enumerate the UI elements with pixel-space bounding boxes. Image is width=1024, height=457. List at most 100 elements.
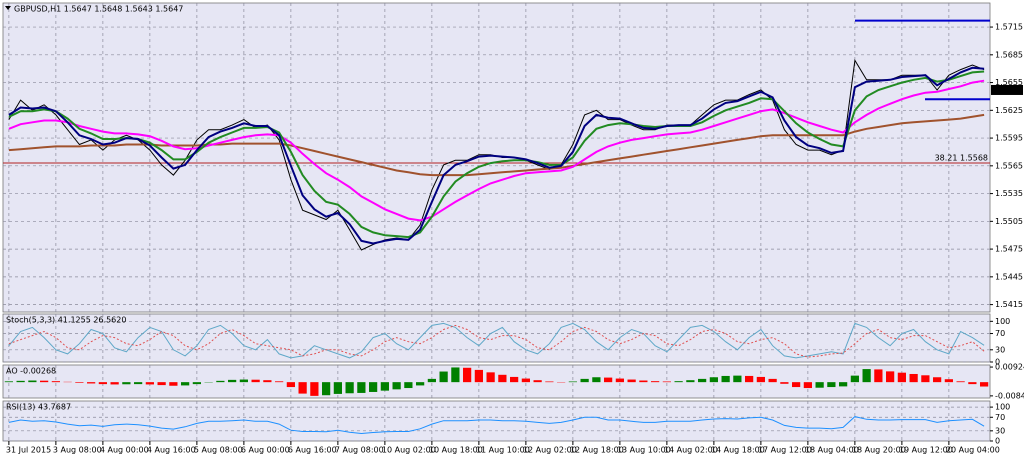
bar bbox=[392, 382, 401, 390]
bar bbox=[486, 372, 495, 383]
bar bbox=[169, 382, 178, 386]
series-line bbox=[8, 322, 985, 359]
bar bbox=[733, 375, 742, 383]
y-tick-label: 70 bbox=[995, 413, 1005, 422]
x-tick-label: 12 Aug 18:00 bbox=[570, 446, 624, 455]
bar bbox=[369, 382, 378, 392]
bar bbox=[968, 382, 977, 385]
x-tick-label: 10 Aug 18:00 bbox=[429, 446, 483, 455]
y-tick-label: 1.5415 bbox=[995, 300, 1023, 309]
bar bbox=[216, 380, 225, 383]
y-tick-label: 1.5475 bbox=[995, 245, 1023, 254]
bar bbox=[662, 381, 671, 383]
bar bbox=[510, 376, 519, 383]
bar bbox=[416, 382, 425, 386]
bar bbox=[474, 369, 483, 383]
bar bbox=[803, 382, 812, 389]
x-tick-label: 7 Aug 08:00 bbox=[335, 446, 384, 455]
panel-title: GBPUSD,H1 1.5647 1.5648 1.5643 1.5647 bbox=[14, 5, 183, 14]
x-tick-label: 14 Aug 02:00 bbox=[664, 446, 718, 455]
bar bbox=[768, 378, 777, 383]
bar bbox=[16, 380, 25, 383]
x-tick-label: 6 Aug 00:00 bbox=[241, 446, 290, 455]
series-line bbox=[8, 66, 985, 245]
series-line bbox=[8, 416, 985, 435]
bar bbox=[157, 382, 166, 386]
bar bbox=[933, 377, 942, 383]
bar bbox=[815, 382, 824, 388]
y-tick-label: 100 bbox=[995, 317, 1010, 326]
x-tick-label: 5 Aug 08:00 bbox=[194, 446, 243, 455]
bar bbox=[709, 377, 718, 383]
bar bbox=[75, 382, 84, 383]
y-tick-label: 0 bbox=[995, 437, 1000, 446]
x-tick-label: 3 Aug 08:00 bbox=[53, 446, 102, 455]
y-tick-label: 1.5685 bbox=[995, 50, 1023, 59]
x-tick-label: 17 Aug 12:00 bbox=[758, 446, 812, 455]
bar bbox=[427, 378, 436, 383]
bar bbox=[521, 378, 530, 383]
panel-title: RSI(13) 43.7687 bbox=[6, 403, 71, 412]
bar bbox=[275, 381, 284, 383]
bar bbox=[463, 367, 472, 383]
bar bbox=[357, 382, 366, 393]
x-tick-label: 4 Aug 16:00 bbox=[147, 446, 196, 455]
y-tick-label: 1.5565 bbox=[995, 161, 1023, 170]
x-tick-label: 6 Aug 16:00 bbox=[288, 446, 337, 455]
bar bbox=[545, 381, 554, 383]
bar bbox=[263, 380, 272, 383]
bar bbox=[897, 372, 906, 383]
bar bbox=[698, 378, 707, 383]
level-label: 38.21 1.5568 bbox=[935, 154, 988, 163]
panel bbox=[2, 400, 991, 442]
bar bbox=[944, 379, 953, 383]
bar bbox=[580, 378, 589, 383]
bar bbox=[145, 382, 154, 385]
series-line bbox=[8, 324, 985, 358]
bar bbox=[28, 380, 37, 383]
bar bbox=[909, 373, 918, 383]
bar bbox=[592, 377, 601, 383]
bar bbox=[4, 381, 13, 383]
bar bbox=[181, 382, 190, 386]
bar bbox=[310, 382, 319, 396]
y-tick-label: 1.5445 bbox=[995, 272, 1023, 281]
bar bbox=[298, 382, 307, 394]
bar bbox=[110, 382, 119, 385]
bar bbox=[134, 382, 143, 385]
bar bbox=[886, 371, 895, 383]
price-label: 1.5647 bbox=[994, 85, 1022, 94]
bar bbox=[51, 381, 60, 383]
bar bbox=[286, 382, 295, 388]
y-tick-label: 30 bbox=[995, 426, 1005, 435]
bar bbox=[651, 381, 660, 383]
x-tick-label: 18 Aug 04:00 bbox=[805, 446, 859, 455]
x-tick-label: 20 Aug 04:00 bbox=[946, 446, 1000, 455]
bar bbox=[451, 367, 460, 383]
y-tick-label: 1.5715 bbox=[995, 23, 1023, 32]
y-tick-label: 1.5535 bbox=[995, 189, 1023, 198]
x-tick-label: 18 Aug 20:00 bbox=[852, 446, 906, 455]
y-tick-label: 1.5625 bbox=[995, 106, 1023, 115]
panel-title: AO -0.00268 bbox=[6, 367, 56, 376]
series-line bbox=[8, 79, 985, 222]
bar bbox=[792, 382, 801, 388]
bar bbox=[850, 375, 859, 383]
bar bbox=[568, 381, 577, 383]
bar bbox=[980, 382, 989, 387]
bar bbox=[721, 375, 730, 383]
y-tick-label: 30 bbox=[995, 345, 1005, 354]
x-tick-label: 10 Aug 02:00 bbox=[382, 446, 436, 455]
x-tick-label: 11 Aug 10:00 bbox=[476, 446, 530, 455]
bar bbox=[921, 375, 930, 383]
bar bbox=[333, 382, 342, 394]
bar bbox=[533, 380, 542, 383]
bar bbox=[780, 382, 789, 384]
bar bbox=[674, 381, 683, 383]
y-tick-label: 1.5655 bbox=[995, 78, 1023, 87]
bar bbox=[40, 380, 49, 383]
bar bbox=[874, 369, 883, 383]
y-tick-label: 70 bbox=[995, 329, 1005, 338]
panel-title: Stoch(5,3,3) 41.1255 26.5620 bbox=[6, 316, 126, 325]
